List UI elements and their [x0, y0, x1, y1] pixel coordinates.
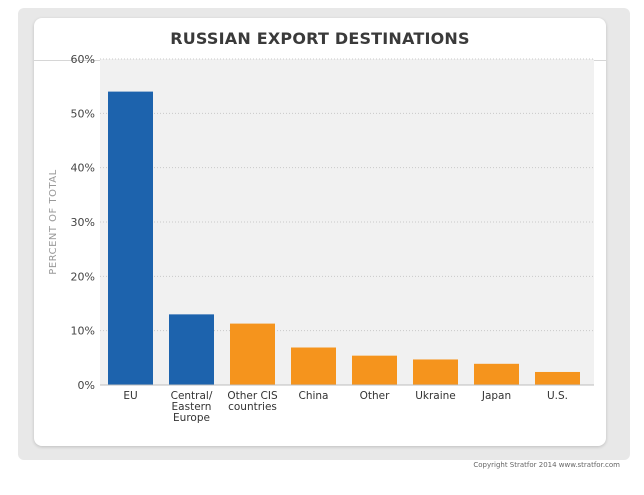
- x-tick-label-line: U.S.: [547, 390, 568, 402]
- x-tick-label: Central/Eastern Europe: [171, 390, 213, 424]
- x-tick-label-line: Other: [360, 390, 390, 402]
- x-tick-label-line: EU: [123, 390, 137, 402]
- x-tick-label-line: Japan: [481, 390, 511, 402]
- y-tick-label: 30%: [71, 216, 95, 229]
- x-tick-label: Ukraine: [415, 390, 456, 402]
- x-tick-label: Other CIS countries: [227, 390, 278, 413]
- y-tick-label: 0%: [78, 379, 95, 392]
- x-tick-label-line: Other CIS: [227, 390, 278, 402]
- x-tick-label: China: [299, 390, 329, 402]
- bar: [291, 347, 336, 385]
- bar: [169, 314, 214, 385]
- bar: [352, 355, 397, 385]
- y-tick-label: 40%: [71, 162, 95, 175]
- copyright-footer: Copyright Stratfor 2014 www.stratfor.com: [473, 461, 620, 469]
- x-tick-label-line: Eastern: [172, 401, 212, 413]
- y-tick-label: 60%: [71, 53, 95, 66]
- x-tick-label: Japan: [481, 390, 511, 402]
- x-tick-label-line: China: [299, 390, 329, 402]
- x-tick-label-line: Ukraine: [415, 390, 456, 402]
- x-tick-label: Other: [360, 390, 390, 402]
- bar: [230, 323, 275, 385]
- x-tick-label-line: countries: [228, 401, 277, 413]
- bar: [413, 359, 458, 385]
- x-tick-label: EU: [123, 390, 137, 402]
- bar: [108, 91, 153, 385]
- x-tick-label: U.S.: [547, 390, 568, 402]
- x-tick-label-line: Central/: [171, 390, 213, 402]
- y-axis-title: PERCENT OF TOTAL: [48, 169, 59, 274]
- x-tick-label-line: Europe: [173, 412, 210, 424]
- bar: [474, 363, 519, 385]
- chart-title: RUSSIAN EXPORT DESTINATIONS: [170, 29, 470, 48]
- y-tick-label: 10%: [71, 325, 95, 338]
- bar: [535, 371, 580, 385]
- y-tick-label: 20%: [71, 270, 95, 283]
- y-tick-label: 50%: [71, 107, 95, 120]
